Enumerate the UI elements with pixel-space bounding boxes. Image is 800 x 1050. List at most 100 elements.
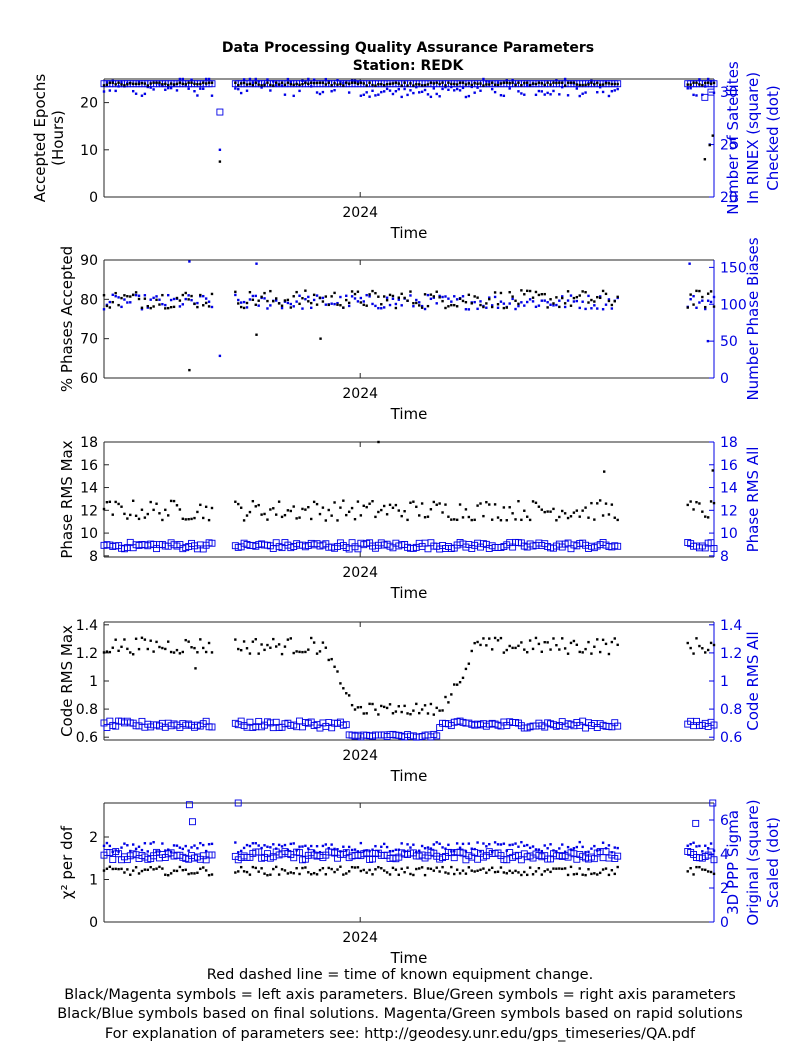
data-point — [593, 872, 596, 875]
data-point — [251, 81, 255, 84]
data-point — [485, 871, 488, 874]
data-point — [598, 499, 602, 502]
data-point — [502, 302, 506, 305]
data-point — [374, 84, 377, 87]
data-point — [616, 865, 619, 869]
data-point — [117, 81, 120, 84]
data-point — [563, 867, 567, 870]
data-point — [514, 646, 517, 650]
data-point — [587, 83, 590, 86]
data-point — [587, 850, 590, 854]
data-point — [280, 306, 284, 310]
data-point — [377, 510, 380, 514]
data-point-outlier — [255, 333, 258, 336]
y-left-tick-label: 18 — [80, 435, 98, 451]
data-point — [441, 511, 444, 514]
data-point — [187, 298, 190, 301]
data-point — [140, 81, 144, 85]
data-point — [187, 87, 190, 90]
data-point — [474, 855, 482, 863]
data-point — [528, 83, 532, 87]
data-point — [537, 89, 541, 93]
left-series-1 — [102, 865, 716, 877]
data-point — [467, 662, 471, 665]
data-point — [689, 866, 692, 870]
data-point — [394, 503, 398, 507]
data-point — [526, 81, 529, 84]
data-point — [467, 293, 471, 297]
data-point — [333, 847, 336, 851]
data-point — [482, 77, 485, 81]
data-point — [330, 84, 333, 87]
data-point — [123, 842, 126, 845]
data-point — [709, 82, 713, 85]
data-point — [400, 304, 403, 307]
data-point — [467, 866, 471, 869]
data-point — [409, 82, 412, 85]
data-point — [307, 300, 310, 303]
data-point — [689, 842, 692, 846]
data-point — [490, 305, 494, 309]
data-point — [377, 850, 380, 853]
data-point — [120, 846, 123, 849]
data-point — [283, 843, 287, 847]
data-point — [263, 844, 266, 847]
data-point — [114, 291, 117, 295]
data-point — [461, 299, 465, 303]
data-point — [105, 841, 109, 845]
data-point — [202, 304, 205, 307]
data-point — [712, 305, 716, 308]
data-point — [423, 83, 427, 87]
data-point — [333, 291, 336, 295]
data-point — [412, 873, 415, 877]
data-point — [210, 305, 214, 309]
data-point — [499, 866, 503, 869]
data-point — [169, 86, 173, 90]
data-point — [482, 84, 485, 87]
data-point — [239, 865, 243, 869]
data-point — [374, 844, 377, 848]
data-point — [496, 870, 500, 873]
data-point — [105, 81, 109, 84]
data-point — [394, 89, 398, 93]
data-point — [102, 294, 106, 297]
data-point — [342, 873, 345, 876]
data-point — [610, 307, 614, 310]
data-point — [190, 846, 193, 849]
data-point — [283, 93, 287, 96]
data-point — [239, 91, 243, 95]
footer-line-1: Red dashed line = time of known equipmen… — [206, 967, 594, 983]
data-point — [202, 87, 205, 90]
data-point — [368, 849, 371, 853]
data-point — [467, 515, 471, 519]
data-point — [473, 82, 476, 85]
data-point — [420, 90, 424, 94]
data-point — [286, 872, 290, 875]
data-point — [561, 843, 564, 846]
data-point — [566, 94, 570, 97]
data-point — [117, 85, 120, 88]
data-point — [388, 703, 392, 706]
data-point — [490, 304, 494, 307]
data-point — [245, 870, 249, 874]
data-point — [336, 670, 339, 673]
data-point — [441, 709, 444, 712]
data-point — [143, 92, 147, 96]
data-point — [199, 503, 202, 507]
data-point — [704, 868, 707, 872]
data-point — [572, 873, 576, 876]
data-point — [178, 508, 182, 511]
data-point — [257, 304, 260, 307]
data-point — [412, 500, 415, 503]
data-point — [710, 721, 718, 729]
data-point — [590, 81, 593, 84]
data-point — [546, 301, 549, 304]
data-point — [464, 83, 468, 86]
data-point — [397, 82, 400, 85]
data-point — [476, 841, 479, 844]
data-point — [146, 304, 149, 308]
data-point — [158, 298, 161, 301]
data-point — [164, 307, 167, 310]
data-point — [566, 81, 570, 84]
y-right-axis-label: 3D PPP Sigma — [724, 810, 742, 915]
